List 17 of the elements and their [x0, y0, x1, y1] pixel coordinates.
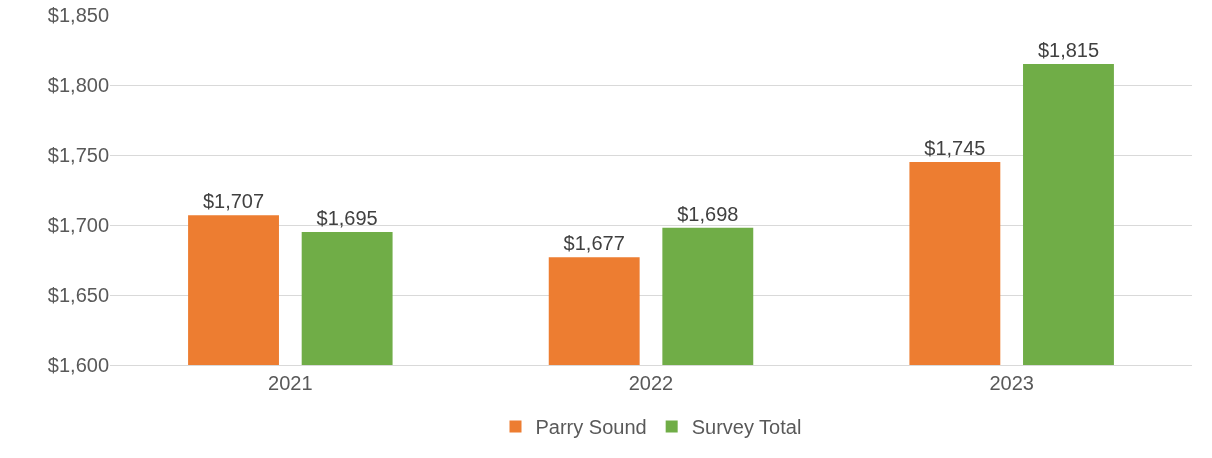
- y-tick-label: $1,850: [47, 4, 109, 26]
- y-tick-label: $1,800: [47, 74, 109, 96]
- data-label: $1,677: [563, 232, 625, 255]
- y-tick-label: $1,600: [47, 354, 109, 376]
- legend-label: Survey Total: [691, 416, 802, 439]
- data-label: $1,698: [677, 202, 739, 225]
- x-tick-label: 2022: [628, 372, 674, 394]
- data-label: $1,815: [1037, 39, 1100, 61]
- legend-label: Parry Sound: [535, 416, 647, 439]
- x-tick-label: 2023: [989, 372, 1034, 394]
- y-tick-label: $1,700: [47, 214, 109, 236]
- y-tick-label: $1,750: [47, 144, 109, 166]
- data-label: $1,695: [316, 207, 378, 229]
- data-label: $1,745: [924, 137, 986, 159]
- data-label: $1,707: [202, 190, 265, 213]
- x-tick-label: 2021: [268, 372, 313, 394]
- y-tick-label: $1,650: [47, 284, 109, 306]
